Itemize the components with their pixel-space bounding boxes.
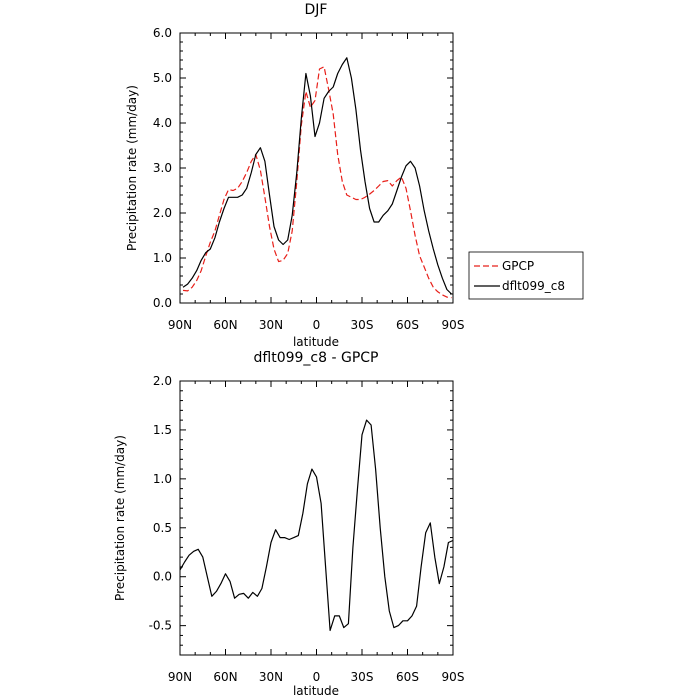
x-tick-label: 60S	[396, 670, 419, 684]
x-axis-title: latitude	[293, 335, 339, 349]
x-tick-label: 60N	[213, 670, 237, 684]
x-tick-label: 0	[313, 318, 321, 332]
y-axis-title: Precipitation rate (mm/day)	[113, 435, 127, 601]
x-tick-label: 90N	[168, 670, 192, 684]
difference-line	[179, 419, 454, 632]
y-tick-label: 0.0	[153, 296, 172, 310]
x-axis-title: latitude	[293, 684, 339, 698]
y-tick-label: 0.0	[153, 570, 172, 584]
legend-label-dflt099-c8: dflt099_c8	[502, 279, 565, 293]
y-tick-label: 1.0	[153, 472, 172, 486]
precip-chart: DJF 90N 60N 30N 0 30S 60S 90S 0.0 1.0 2.0 3.0 4.0 5…	[125, 2, 584, 349]
y-tick-label: 2.0	[153, 206, 172, 220]
y-axis-title: Precipitation rate (mm/day)	[125, 85, 139, 251]
y-tick-label: 2.0	[153, 374, 172, 388]
x-tick-label: 60S	[396, 318, 419, 332]
y-tick-label: -0.5	[149, 619, 172, 633]
x-tick-label: 30N	[259, 318, 283, 332]
x-tick-label: 30N	[259, 670, 283, 684]
plot-frame	[179, 32, 454, 304]
y-tick-label: 6.0	[153, 26, 172, 40]
legend-box	[468, 251, 584, 300]
x-tick-label: 60N	[213, 318, 237, 332]
y-tick-label: 4.0	[153, 116, 172, 130]
legend-label-gpcp: GPCP	[502, 259, 534, 273]
legend: GPCP dflt099_c8	[468, 251, 584, 300]
x-tick-label: 30S	[351, 318, 374, 332]
y-tick-label: 1.0	[153, 251, 172, 265]
difference-chart: dflt099_c8 - GPCP 90N 60N 30N 0 30S 60S 90S -0…	[113, 350, 464, 698]
y-tick-label: 3.0	[153, 161, 172, 175]
plot-frame	[179, 380, 454, 656]
chart-title: dflt099_c8 - GPCP	[254, 350, 379, 366]
x-tick-label: 90S	[442, 318, 465, 332]
x-tick-label: 90N	[168, 318, 192, 332]
y-tick-label: 0.5	[153, 521, 172, 535]
series-line-dflt099-c8	[182, 57, 452, 295]
x-tick-label: 90S	[442, 670, 465, 684]
x-tick-label: 0	[313, 670, 321, 684]
x-tick-label: 30S	[351, 670, 374, 684]
chart-title: DJF	[305, 2, 328, 18]
y-tick-label: 1.5	[153, 423, 172, 437]
series-line-gpcp	[182, 66, 452, 299]
y-tick-label: 5.0	[153, 71, 172, 85]
